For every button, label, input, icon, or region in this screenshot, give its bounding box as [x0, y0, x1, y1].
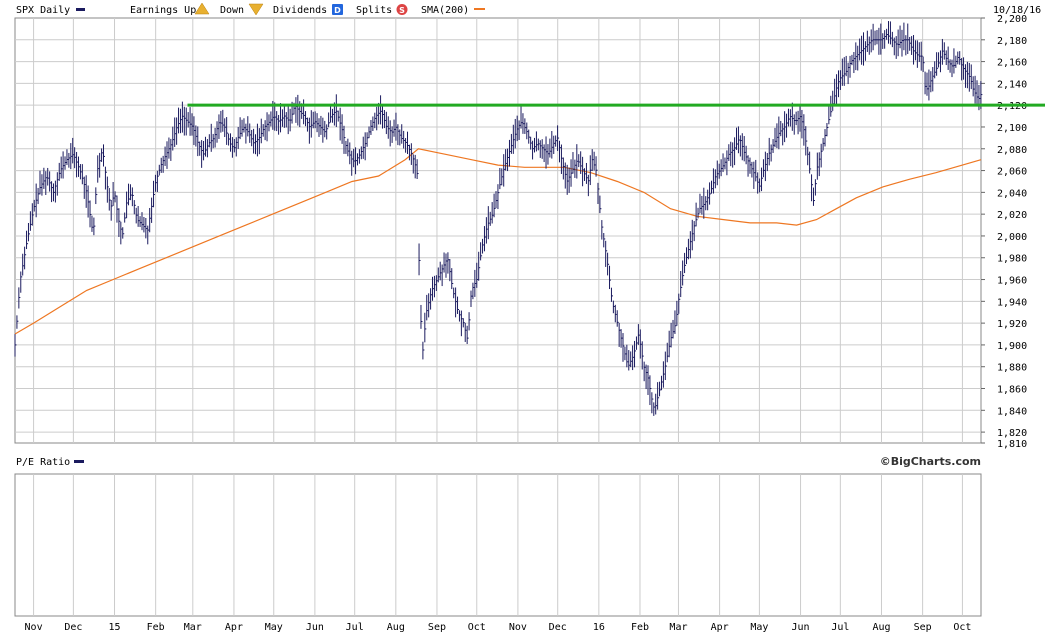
- sma-label: SMA(200): [421, 5, 469, 16]
- dividends-icon: [332, 4, 343, 15]
- x-tick-label: 15: [108, 622, 120, 633]
- sma-legend-swatch: [474, 8, 485, 10]
- x-tick-label: Jun: [792, 622, 810, 633]
- x-tick-label: Aug: [387, 622, 405, 633]
- x-tick-label: May: [265, 622, 283, 633]
- price-grid: [15, 18, 981, 443]
- pe-legend-swatch: [74, 460, 84, 463]
- x-tick-label: Jul: [831, 622, 849, 633]
- y-tick-label: 2,080: [997, 145, 1027, 156]
- pe-label: P/E Ratio: [16, 457, 70, 468]
- x-tick-label: May: [750, 622, 768, 633]
- price-panel-frame: [14, 17, 982, 444]
- x-tick-label: Sep: [428, 622, 446, 633]
- price-legend-swatch: [76, 8, 85, 11]
- x-tick-label: Nov: [509, 622, 527, 633]
- price-panel: 2,2002,1802,1602,1402,1202,1002,0802,060…: [14, 14, 1045, 450]
- x-tick-label: Dec: [64, 622, 82, 633]
- y-tick-label: 2,000: [997, 232, 1027, 243]
- x-tick-label: Apr: [711, 622, 729, 633]
- pe-panel-frame: [14, 473, 982, 617]
- x-tick-label: Mar: [184, 622, 202, 633]
- x-tick-label: Apr: [225, 622, 243, 633]
- y-tick-label: 1,840: [997, 406, 1027, 417]
- x-tick-label: Dec: [549, 622, 567, 633]
- x-tick-label: Feb: [631, 622, 649, 633]
- y-tick-label: 2,040: [997, 188, 1027, 199]
- y-tick-label: 1,920: [997, 319, 1027, 330]
- x-tick-label: Oct: [953, 622, 971, 633]
- y-tick-label: 1,900: [997, 341, 1027, 352]
- x-tick-label: Aug: [872, 622, 890, 633]
- bigcharts-credit: ©BigCharts.com: [880, 455, 981, 468]
- x-tick-label: Nov: [25, 622, 43, 633]
- x-tick-label: Feb: [147, 622, 165, 633]
- x-axis-ticks: Nov Dec 15 Feb Mar Apr May Jun Jul Aug Sep Oct Nov De…: [25, 622, 972, 633]
- y-tick-label: 2,160: [997, 58, 1027, 69]
- x-tick-label: Mar: [669, 622, 687, 633]
- dividends-icon-letter: D: [334, 6, 341, 15]
- y-axis-ticks: 2,2002,1802,1602,1402,1202,1002,0802,060…: [981, 14, 1027, 450]
- earnings-up-label: Earnings Up: [130, 5, 196, 16]
- x-tick-label: Jul: [346, 622, 364, 633]
- y-tick-label: 2,100: [997, 123, 1027, 134]
- chart-header: SPX Daily Earnings Up Down Dividends D S…: [16, 2, 1041, 16]
- splits-icon-letter: S: [399, 6, 405, 15]
- sma-series: [14, 148, 982, 335]
- y-tick-label: 1,820: [997, 428, 1027, 439]
- price-series: [14, 21, 983, 416]
- splits-icon: [396, 4, 408, 15]
- y-tick-label: 2,140: [997, 79, 1027, 90]
- y-tick-label: 2,200: [997, 14, 1027, 25]
- chart-date: 10/18/16: [993, 5, 1041, 16]
- y-tick-label: 1,960: [997, 276, 1027, 287]
- pe-panel: P/E Ratio ©BigCharts.com: [14, 455, 982, 617]
- x-tick-label: Oct: [468, 622, 486, 633]
- y-tick-label: 2,180: [997, 36, 1027, 47]
- earnings-down-label: Down: [220, 5, 244, 16]
- pe-grid: [33, 474, 963, 616]
- symbol-label: SPX Daily: [16, 5, 70, 16]
- x-tick-label: Sep: [914, 622, 932, 633]
- earnings-up-icon: [194, 2, 210, 15]
- y-tick-label: 2,020: [997, 210, 1027, 221]
- y-tick-label: 1,940: [997, 297, 1027, 308]
- x-tick-label: 16: [593, 622, 605, 633]
- y-tick-label: 1,980: [997, 254, 1027, 265]
- splits-label: Splits: [356, 5, 392, 16]
- y-tick-label: 1,860: [997, 385, 1027, 396]
- dividends-label: Dividends: [273, 5, 327, 16]
- x-tick-label: Jun: [306, 622, 324, 633]
- earnings-down-icon: [248, 3, 264, 16]
- y-tick-label: 1,810: [997, 439, 1027, 450]
- y-tick-label: 1,880: [997, 363, 1027, 374]
- y-tick-label: 2,060: [997, 167, 1027, 178]
- sma-line: [14, 148, 982, 335]
